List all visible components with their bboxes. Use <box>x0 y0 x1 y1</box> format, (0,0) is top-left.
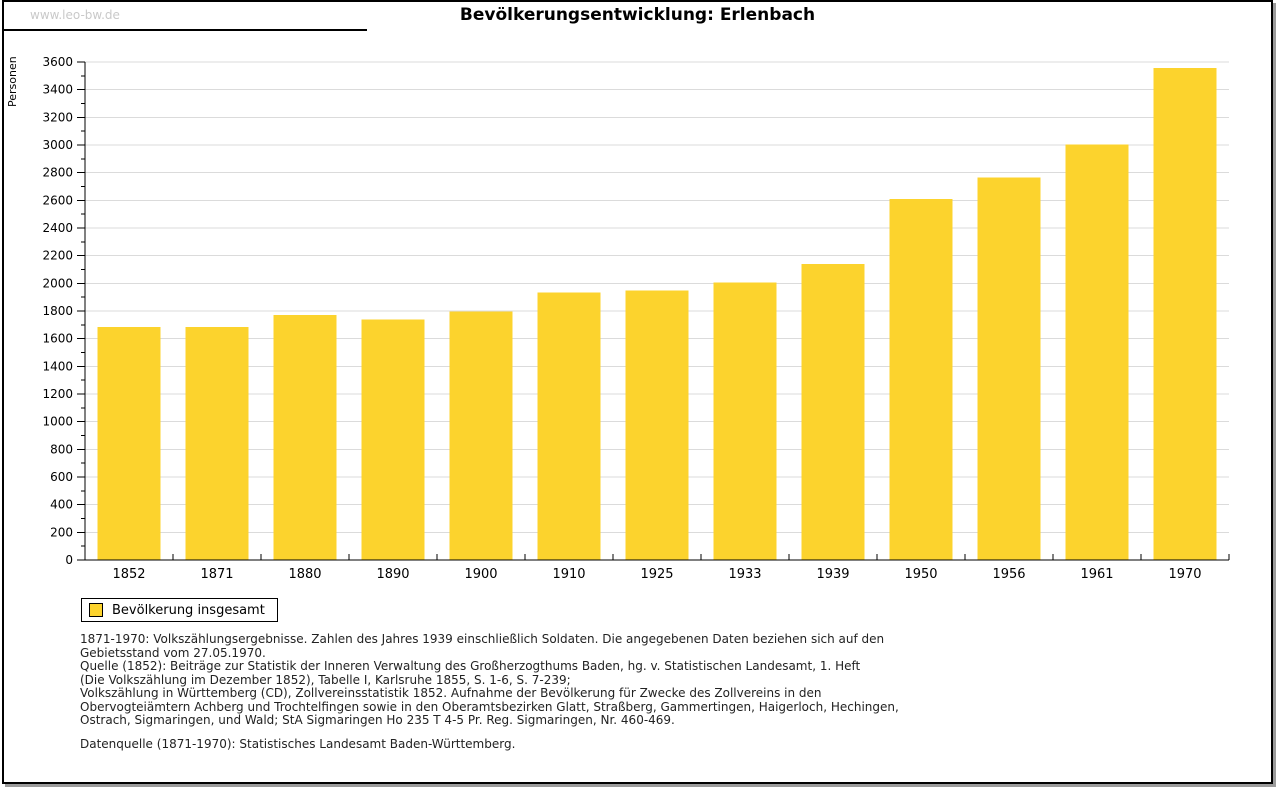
y-tick-label: 800 <box>50 442 73 456</box>
x-tick-label: 1890 <box>376 567 409 582</box>
x-tick-label: 1880 <box>288 567 321 582</box>
x-tick-label: 1933 <box>728 567 761 582</box>
y-tick-label: 200 <box>50 525 73 539</box>
x-tick-label: 1852 <box>112 567 145 582</box>
header-divider <box>4 29 367 31</box>
legend-label: Bevölkerung insgesamt <box>112 602 265 618</box>
x-tick-label: 1871 <box>200 567 233 582</box>
footnote-line: (Die Volkszählung im Dezember 1852), Tab… <box>80 672 571 687</box>
bar-1871 <box>185 326 249 560</box>
bar-1956 <box>977 177 1041 560</box>
footnote-line: Volkszählung in Württemberg (CD), Zollve… <box>80 686 822 700</box>
y-tick-label: 2600 <box>42 193 73 207</box>
bar-1950 <box>889 198 953 560</box>
y-tick-label: 1000 <box>42 415 73 429</box>
x-tick-label: 1961 <box>1080 567 1113 582</box>
y-tick-label: 1200 <box>42 387 73 401</box>
footnote-line: Obervogteiämtern Achberg und Trochtelfin… <box>80 699 899 714</box>
footnote-line: Gebietsstand vom 27.05.1970. <box>80 645 266 660</box>
bar-1910 <box>537 292 601 560</box>
bar-1890 <box>361 319 425 560</box>
data-source-note: Datenquelle (1871-1970): Statistisches L… <box>80 737 516 751</box>
y-tick-label: 400 <box>50 498 73 512</box>
bar-1970 <box>1153 68 1217 560</box>
bar-1900 <box>449 311 513 560</box>
x-tick-label: 1970 <box>1168 567 1201 582</box>
x-tick-label: 1925 <box>640 567 673 582</box>
population-bar-chart: 0 200 400 600 800 1000 1200 1400 1600 1800 2000 220… <box>6 55 1230 582</box>
footnote-line: Quelle (1852): Beiträge zur Statistik de… <box>80 659 861 673</box>
bar-1880 <box>273 315 337 560</box>
y-tick-label: 2000 <box>42 276 73 290</box>
y-tick-label: 0 <box>65 553 73 567</box>
x-tick-label: 1939 <box>816 567 849 582</box>
y-tick-label: 3600 <box>42 55 73 69</box>
bar-1933 <box>713 282 777 560</box>
y-tick-label: 2800 <box>42 166 73 180</box>
y-axis-title: Personen <box>6 56 19 107</box>
y-tick-label: 2400 <box>42 221 73 235</box>
y-tick-label: 1800 <box>42 304 73 318</box>
y-tick-label: 3200 <box>42 110 73 124</box>
page-title: Bevölkerungsentwicklung: Erlenbach <box>459 5 816 25</box>
y-tick-label: 2200 <box>42 249 73 263</box>
x-tick-label: 1900 <box>464 567 497 582</box>
y-tick-label: 1400 <box>42 359 73 373</box>
bar-1925 <box>625 290 689 560</box>
x-tick-label: 1950 <box>904 567 937 582</box>
bar-1852 <box>97 326 161 560</box>
footnote-line: Ostrach, Sigmaringen, und Wald; StA Sigm… <box>80 713 675 727</box>
watermark: www.leo-bw.de <box>30 8 120 22</box>
y-tick-label: 1600 <box>42 332 73 346</box>
footnotes: 1871-1970: Volkszählungsergebnisse. Zahl… <box>80 632 899 728</box>
bar-1939 <box>801 263 865 560</box>
y-tick-label: 600 <box>50 470 73 484</box>
y-tick-label: 3000 <box>42 138 73 152</box>
legend: Bevölkerung insgesamt <box>81 598 278 622</box>
bar-1961 <box>1065 144 1129 560</box>
x-tick-label: 1910 <box>552 567 585 582</box>
legend-swatch <box>89 603 103 617</box>
x-tick-label: 1956 <box>992 567 1025 582</box>
y-tick-label: 3400 <box>42 83 73 97</box>
footnote-line: 1871-1970: Volkszählungsergebnisse. Zahl… <box>80 632 885 646</box>
